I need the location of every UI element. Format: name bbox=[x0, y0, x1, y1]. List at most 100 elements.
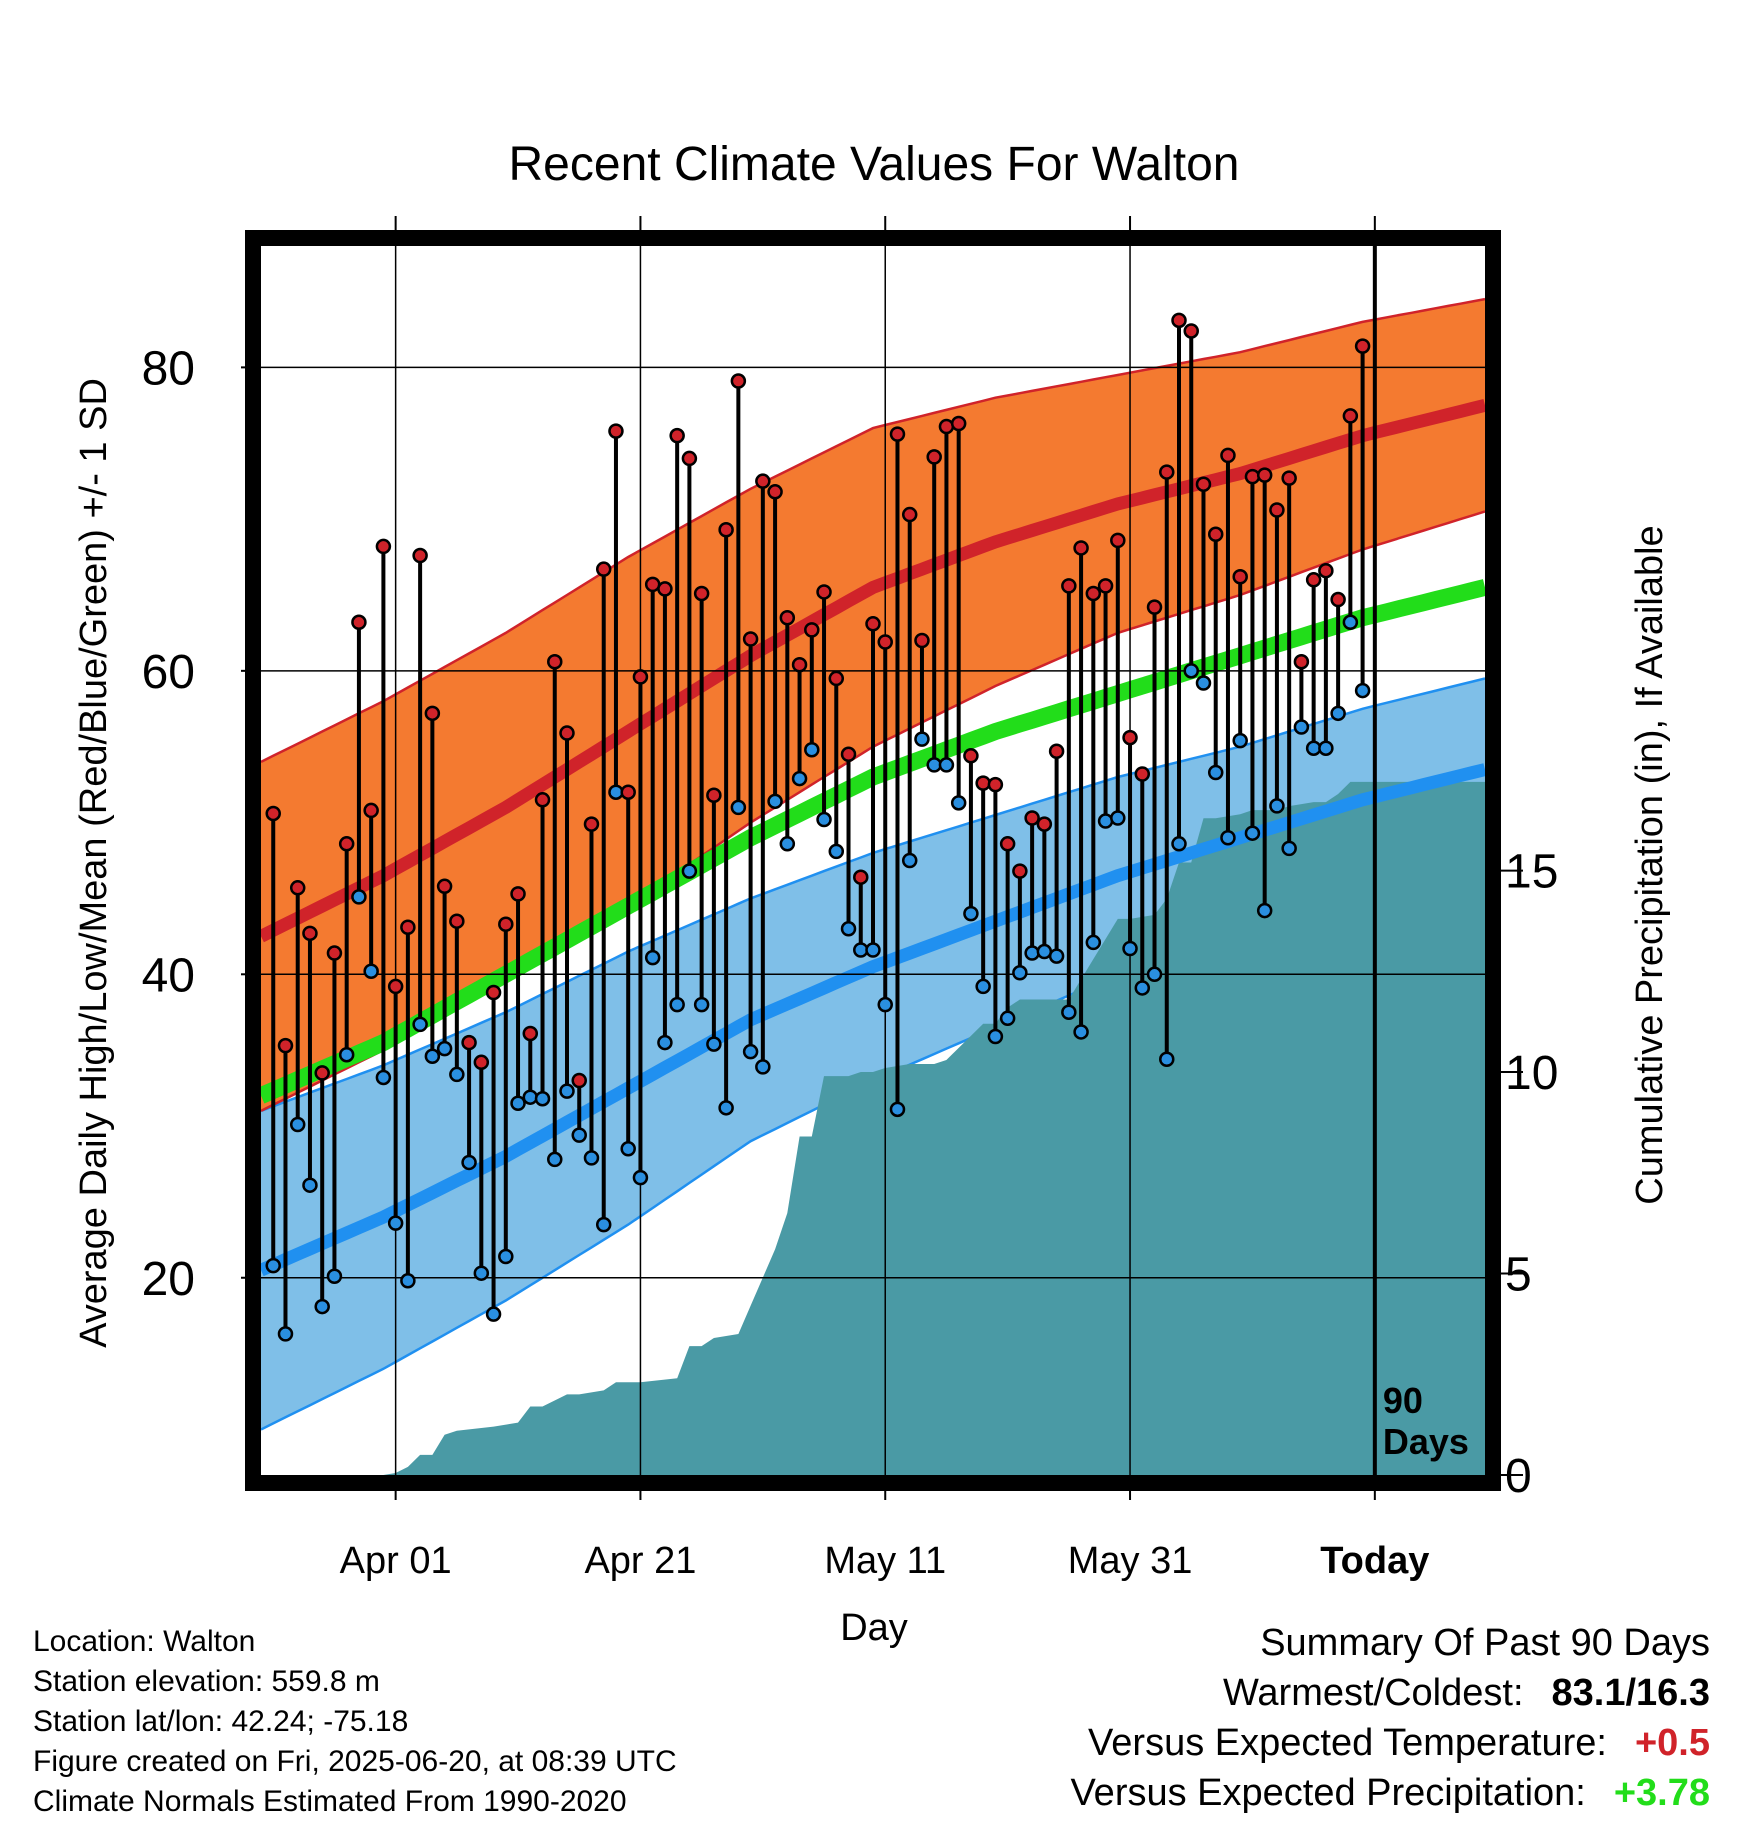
daily-high-point bbox=[314, 1065, 330, 1081]
daily-low-point bbox=[326, 1268, 343, 1284]
daily-low-point bbox=[1220, 829, 1236, 846]
daily-low-point bbox=[583, 1150, 600, 1166]
daily-low-point bbox=[363, 963, 379, 980]
daily-low-point bbox=[742, 1043, 759, 1060]
daily-low-point bbox=[718, 1100, 734, 1116]
daily-low-point bbox=[840, 921, 857, 937]
daily-low-point bbox=[510, 1095, 526, 1112]
daily-high-point bbox=[265, 805, 281, 822]
daily-low-point bbox=[277, 1326, 294, 1342]
daily-high-point bbox=[1159, 464, 1175, 480]
daily-high-point bbox=[669, 427, 685, 444]
summary-panel: Summary Of Past 90 Days Warmest/Coldest:… bbox=[1070, 1618, 1710, 1818]
daily-high-point bbox=[1281, 470, 1297, 486]
created-text: Figure created on Fri, 2025-06-20, at 08… bbox=[33, 1745, 677, 1778]
plot-frame bbox=[245, 230, 1501, 1491]
daily-low-point bbox=[779, 836, 796, 852]
daily-low-point bbox=[436, 1040, 453, 1057]
daily-high-point bbox=[1293, 653, 1310, 670]
daily-low-point bbox=[914, 731, 930, 747]
daily-low-point bbox=[865, 942, 881, 958]
daily-high-point bbox=[706, 787, 722, 804]
daily-low-point bbox=[1024, 945, 1040, 961]
daily-low-point bbox=[693, 996, 710, 1013]
daily-high-point bbox=[767, 484, 783, 500]
days-label-line: 90 bbox=[1383, 1380, 1423, 1421]
y-tick-label: 60 bbox=[142, 646, 195, 699]
daily-high-point bbox=[424, 705, 441, 722]
y-tick-label: 20 bbox=[142, 1253, 195, 1306]
daily-low-point bbox=[1171, 836, 1187, 852]
daily-low-point bbox=[816, 811, 832, 828]
x-tick-label: Today bbox=[1320, 1540, 1429, 1582]
temp-anomaly-label: Versus Expected Temperature: bbox=[1088, 1722, 1607, 1764]
daily-low-point bbox=[547, 1151, 563, 1168]
daily-low-point bbox=[644, 949, 661, 966]
daily-low-point bbox=[877, 996, 893, 1013]
daily-high-point bbox=[1171, 312, 1187, 329]
daily-low-point bbox=[289, 1116, 306, 1133]
daily-low-point bbox=[338, 1046, 355, 1063]
daily-low-point bbox=[412, 1016, 428, 1033]
daily-low-point bbox=[1048, 948, 1065, 964]
daily-high-point bbox=[1207, 526, 1224, 543]
daily-high-point bbox=[436, 878, 453, 895]
daily-high-point bbox=[1342, 408, 1359, 424]
daily-high-point bbox=[987, 776, 1004, 793]
daily-high-point bbox=[1024, 810, 1040, 826]
daily-low-point bbox=[755, 1059, 771, 1075]
daily-high-point bbox=[1036, 816, 1053, 832]
daily-low-point bbox=[1146, 966, 1163, 983]
daily-low-point bbox=[1183, 663, 1199, 679]
daily-high-point bbox=[681, 450, 698, 467]
daily-low-point bbox=[1195, 675, 1212, 691]
daily-low-point bbox=[938, 757, 955, 773]
daily-low-point bbox=[400, 1273, 416, 1289]
daily-high-point bbox=[498, 916, 514, 932]
daily-low-point bbox=[963, 905, 979, 922]
station-info: Location: Walton Station elevation: 559.… bbox=[33, 1622, 677, 1822]
high-sd-upper-edge bbox=[261, 297, 1485, 764]
daily-high-point bbox=[387, 978, 404, 995]
daily-low-point bbox=[804, 741, 820, 758]
daily-low-point bbox=[1207, 764, 1224, 781]
x-axis-label: Day bbox=[840, 1607, 908, 1649]
daily-low-point bbox=[791, 770, 808, 787]
daily-low-point bbox=[461, 1154, 477, 1171]
y-right-tick-label: 5 bbox=[1505, 1249, 1532, 1302]
daily-low-point bbox=[449, 1066, 465, 1083]
daily-low-point bbox=[950, 795, 967, 811]
daily-high-point bbox=[779, 609, 796, 626]
daily-low-point bbox=[669, 996, 685, 1013]
temp-anomaly-row: Versus Expected Temperature: +0.5 bbox=[1070, 1718, 1710, 1768]
daily-high-point bbox=[901, 506, 918, 523]
daily-low-point bbox=[1085, 934, 1102, 951]
daily-low-point bbox=[1342, 614, 1359, 631]
daily-high-point bbox=[999, 836, 1016, 852]
daily-high-point bbox=[1048, 743, 1065, 760]
daily-high-point bbox=[277, 1037, 294, 1054]
warmest-coldest-label: Warmest/Coldest: bbox=[1222, 1672, 1524, 1714]
daily-high-point bbox=[1012, 863, 1028, 879]
daily-high-point bbox=[559, 725, 575, 741]
daily-low-point bbox=[999, 1010, 1016, 1027]
daily-high-point bbox=[804, 622, 820, 638]
daily-high-point bbox=[926, 449, 942, 465]
daily-low-point bbox=[1061, 1004, 1077, 1020]
daily-low-point bbox=[1244, 825, 1261, 841]
daily-high-point bbox=[338, 836, 355, 852]
daily-low-point bbox=[1318, 740, 1334, 756]
precip-anomaly-row: Versus Expected Precipitation: +3.78 bbox=[1070, 1768, 1710, 1818]
daily-high-point bbox=[840, 746, 857, 763]
plot-area bbox=[261, 246, 1485, 1475]
daily-low-point bbox=[571, 1127, 587, 1143]
daily-low-point bbox=[485, 1306, 502, 1322]
daily-high-point bbox=[620, 784, 636, 800]
daily-low-point bbox=[1354, 682, 1371, 699]
daily-high-point bbox=[583, 816, 600, 832]
y-right-axis-label: Cumulative Precipitation (in), If Availa… bbox=[1629, 525, 1671, 1204]
daily-high-point bbox=[289, 880, 306, 896]
daily-low-point bbox=[681, 863, 698, 879]
daily-low-point bbox=[1012, 965, 1028, 981]
daily-low-point bbox=[1110, 810, 1126, 826]
